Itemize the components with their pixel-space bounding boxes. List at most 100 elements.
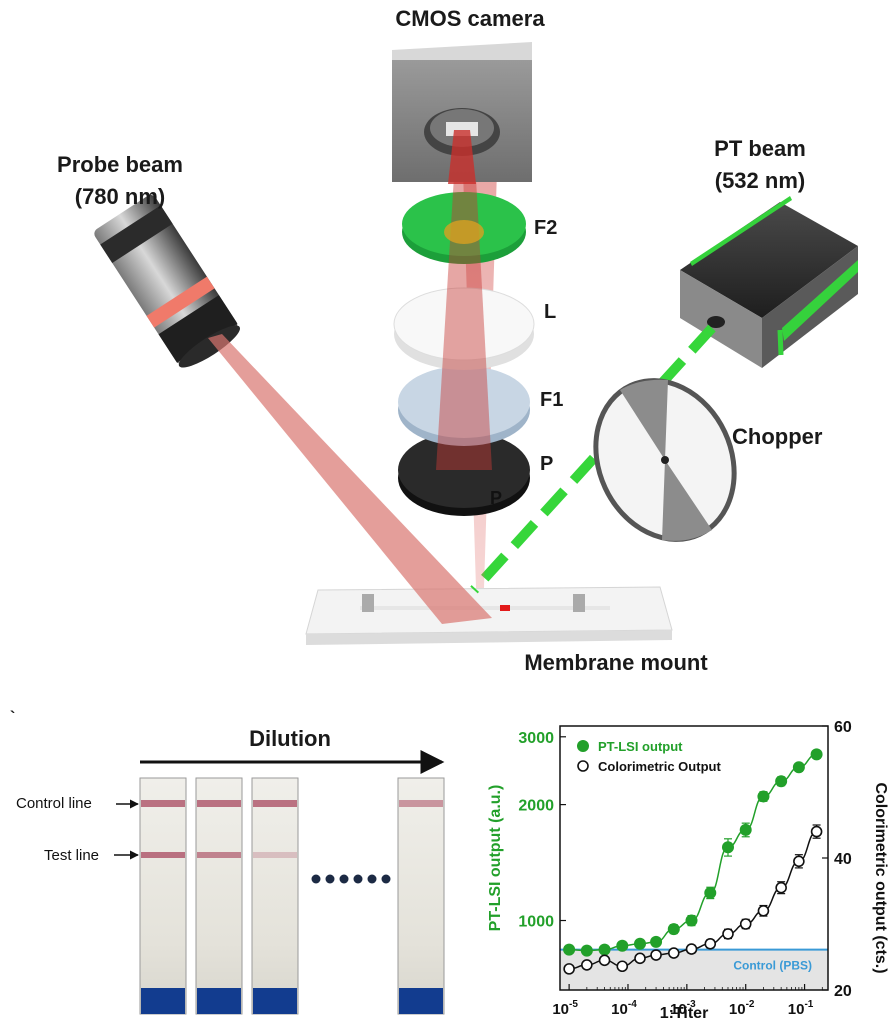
pt-beam (470, 324, 716, 594)
pt-label-line1: PT beam (714, 136, 806, 161)
absorbent-pad (399, 988, 443, 1014)
colorimetric-point (616, 960, 629, 973)
pt-lsi-point (598, 943, 611, 956)
colorimetric-point (667, 947, 680, 959)
test-line (141, 852, 185, 858)
colorimetric-point (685, 943, 698, 955)
colorimetric-point (704, 937, 717, 950)
camera-label: CMOS camera (395, 6, 545, 31)
legend-label-pt-lsi: PT-LSI output (598, 739, 683, 754)
y2-tick-label: 40 (834, 851, 852, 868)
pt-lsi-point (633, 937, 646, 950)
pt-lsi-point (650, 935, 663, 948)
control-line (197, 800, 241, 807)
x-tick-label: 10-2 (729, 999, 755, 1018)
colorimetric-point (810, 825, 823, 838)
probe-label-line1: Probe beam (57, 152, 183, 177)
colorimetric-point (757, 904, 770, 917)
lateral-flow-strip (195, 777, 243, 1015)
pt-lsi-point (757, 790, 770, 803)
y-tick-label: 1000 (518, 914, 554, 931)
y2-axis-title: Colorimetric output (cts.) (872, 782, 889, 973)
control-line (141, 800, 185, 807)
y-tick-label: 3000 (518, 730, 554, 747)
colorimetric-point (775, 881, 787, 894)
dilution-label: Dilution (249, 726, 331, 751)
colorimetric-point (581, 959, 593, 971)
lateral-flow-strip (397, 777, 445, 1015)
strip-panel: ` Dilution Control line Test line (10, 709, 445, 1015)
y-tick-label: 2000 (518, 798, 554, 815)
ellipsis-dots (311, 874, 391, 884)
test-line-label: Test line (44, 847, 99, 864)
legend-marker-colorimetric (577, 760, 589, 772)
pt-lsi-point (580, 944, 593, 957)
legend-label-colorimetric: Colorimetric Output (598, 759, 721, 774)
pump-laser (680, 196, 858, 368)
probe-label-line2: (780 nm) (75, 184, 165, 209)
pt-label-line2: (532 nm) (715, 168, 805, 193)
control-line (253, 800, 297, 807)
absorbent-pad (253, 988, 297, 1014)
optic-p-inner-label: P (490, 488, 502, 508)
strip-body (195, 777, 243, 1015)
colorimetric-point (650, 949, 662, 961)
x-tick-label: 10-1 (788, 999, 814, 1018)
optic-label-l: L (544, 301, 556, 323)
x-tick-label: 10-5 (552, 999, 578, 1018)
pt-lsi-point (721, 841, 734, 854)
x-tick-label: 10-3 (670, 999, 696, 1018)
pt-lsi-point (667, 923, 680, 936)
pt-lsi-point (810, 748, 823, 761)
strips (139, 777, 445, 1015)
colorimetric-point (722, 928, 734, 940)
optic-label-f2: F2 (534, 217, 557, 239)
y2-tick-label: 20 (834, 983, 852, 1000)
colorimetric-point (634, 952, 646, 965)
pt-lsi-point (739, 823, 752, 836)
control-line-label: Control line (16, 795, 92, 812)
absorbent-pad (141, 988, 185, 1014)
probe-beam (208, 334, 492, 624)
test-line (253, 852, 297, 858)
y2-tick-label: 60 (834, 719, 852, 736)
control-band-label: Control (PBS) (733, 959, 812, 973)
pt-lsi-point (685, 914, 698, 927)
test-line (197, 852, 241, 858)
pt-lsi-point (775, 775, 788, 788)
probe-laser (94, 195, 240, 368)
colorimetric-point (598, 954, 611, 967)
sample-spot (500, 605, 510, 611)
pt-lsi-point (616, 939, 629, 952)
x-axis-title: 1:Titer (660, 1005, 709, 1022)
mount-label: Membrane mount (524, 650, 708, 675)
colorimetric-point (563, 963, 575, 975)
colorimetric-point (793, 855, 805, 868)
optic-p (398, 432, 530, 516)
x-tick-label: 10-4 (611, 999, 637, 1018)
optic-f1 (398, 366, 530, 446)
control-line (399, 800, 443, 807)
optic-label-f1: F1 (540, 389, 563, 411)
strip-body (251, 777, 299, 1015)
colorimetric-point (739, 918, 752, 930)
pt-lsi-point (563, 943, 576, 956)
absorbent-pad (197, 988, 241, 1014)
optic-l (393, 287, 535, 370)
chopper (593, 378, 737, 542)
strip-body (139, 777, 187, 1015)
setup-illustration: CMOS camera Probe beam (780 nm) PT beam … (57, 6, 858, 675)
legend-marker-pt-lsi (577, 740, 589, 752)
lateral-flow-strip (251, 777, 299, 1015)
lateral-flow-strip (139, 777, 187, 1015)
pt-lsi-point (704, 886, 717, 899)
y-axis-title: PT-LSI output (a.u.) (487, 785, 504, 932)
strip-body (397, 777, 445, 1015)
tick-mark: ` (10, 709, 15, 726)
titer-chart: Control (PBS) 10-5 10-4 10-3 10-2 10-1 1000 200… (487, 719, 889, 1022)
membrane-mount (305, 586, 673, 645)
optic-label-p: P (540, 453, 553, 475)
pt-lsi-point (792, 761, 805, 774)
chopper-label: Chopper (732, 424, 823, 449)
